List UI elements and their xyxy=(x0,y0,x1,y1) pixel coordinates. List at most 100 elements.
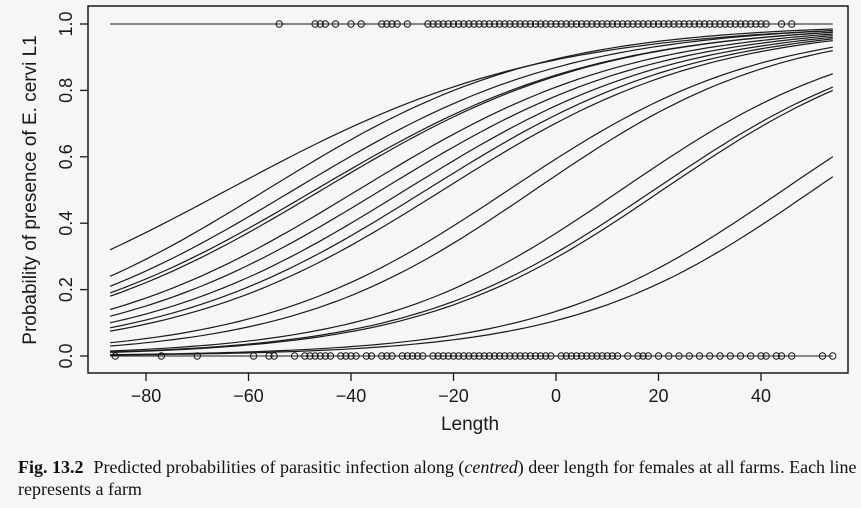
observation-present xyxy=(383,20,391,28)
observation-present xyxy=(531,20,540,28)
observation-present xyxy=(752,20,760,28)
observation-absent xyxy=(757,352,765,360)
farm-curve xyxy=(109,38,833,329)
figure-caption: Fig. 13.2 Predicted probabilities of para… xyxy=(18,456,858,500)
observation-absent xyxy=(654,352,663,360)
x-tick-label: −40 xyxy=(336,386,367,406)
farm-curve xyxy=(110,73,833,352)
observation-absent xyxy=(362,352,371,360)
y-tick-label: 0.2 xyxy=(56,277,76,302)
observation-present xyxy=(624,20,632,28)
observation-present xyxy=(577,20,586,28)
observation-absent xyxy=(408,352,417,360)
observation-present xyxy=(311,20,319,28)
observation-absent xyxy=(388,352,396,360)
y-tick-label: 0.8 xyxy=(56,78,76,103)
farm-curve xyxy=(110,156,834,356)
observation-present xyxy=(439,20,447,28)
farm-curve xyxy=(109,28,833,277)
observation-present xyxy=(470,20,478,28)
observation-absent xyxy=(542,352,550,360)
observation-absent xyxy=(470,352,478,360)
observation-absent xyxy=(613,352,622,360)
observation-present xyxy=(403,20,412,28)
observation-absent xyxy=(521,352,529,360)
observation-present xyxy=(429,20,437,28)
observation-present xyxy=(598,20,606,28)
observation-absent xyxy=(526,352,535,360)
observation-absent xyxy=(695,352,704,360)
farm-curve xyxy=(109,33,833,311)
observation-present xyxy=(649,20,658,28)
observation-present xyxy=(700,20,709,28)
caption-text-before: Predicted probabilities of parasitic inf… xyxy=(93,457,465,477)
farm-curve xyxy=(109,36,833,324)
observation-absent xyxy=(480,352,488,360)
observation-absent xyxy=(301,352,309,360)
observation-absent xyxy=(562,352,570,360)
x-tick-label: 20 xyxy=(648,386,668,406)
observation-present xyxy=(393,20,401,28)
observation-present xyxy=(588,20,596,28)
observation-present xyxy=(747,20,755,28)
observation-absent xyxy=(501,352,509,360)
observation-absent xyxy=(193,352,201,360)
observation-absent xyxy=(685,352,693,360)
observation-absent xyxy=(460,352,468,360)
observation-present xyxy=(736,20,745,28)
observation-absent xyxy=(777,352,786,360)
observation-present xyxy=(690,20,699,28)
y-tick-label: 0.6 xyxy=(56,144,76,169)
plot-frame xyxy=(87,5,849,374)
observation-present xyxy=(721,20,729,28)
x-tick-label: 40 xyxy=(751,386,771,406)
y-tick-label: 0.4 xyxy=(56,211,76,236)
observation-present xyxy=(741,20,750,28)
observation-present xyxy=(603,20,611,28)
observation-absent xyxy=(316,352,324,360)
chart: 0.0 0.2 0.4 0.6 0.8 1.0 −80 −60 −40 −20 0 20 40 Len… xyxy=(20,5,849,435)
figure-number: Fig. 13.2 xyxy=(18,457,84,477)
observation-absent xyxy=(736,352,745,360)
observation-present xyxy=(583,20,591,28)
observation-present xyxy=(516,20,524,28)
observation-present xyxy=(547,20,555,28)
observation-present xyxy=(639,20,647,28)
observation-present xyxy=(331,20,340,28)
observation-present xyxy=(501,20,509,28)
observation-absent xyxy=(726,352,734,360)
observation-present xyxy=(634,20,642,28)
observation-absent xyxy=(675,352,683,360)
x-axis-label: Length xyxy=(441,414,499,435)
x-tick-label: 0 xyxy=(551,386,561,406)
observation-present xyxy=(762,20,770,28)
observation-present xyxy=(557,20,565,28)
observation-present xyxy=(695,20,704,28)
observation-absent xyxy=(290,352,299,360)
observation-absent xyxy=(588,352,596,360)
observation-present xyxy=(608,20,617,28)
y-tick-label: 0.0 xyxy=(56,343,76,368)
observation-absent xyxy=(557,352,565,360)
observation-absent xyxy=(378,352,386,360)
observation-present xyxy=(357,20,365,28)
observation-present xyxy=(665,20,673,28)
observation-present xyxy=(654,20,663,28)
observation-absent xyxy=(593,352,601,360)
y-axis-label: Probability of presence of E. cervi L1 xyxy=(20,35,41,344)
observation-absent xyxy=(577,352,586,360)
observation-present xyxy=(321,20,330,28)
observation-present xyxy=(424,20,432,28)
observation-absent xyxy=(342,352,350,360)
observation-present xyxy=(618,20,627,28)
observation-absent xyxy=(608,352,617,360)
observation-absent xyxy=(516,352,524,360)
observation-present xyxy=(552,20,560,28)
observation-present xyxy=(521,20,529,28)
observation-present xyxy=(378,20,386,28)
observation-absent xyxy=(634,352,642,360)
observation-absent xyxy=(337,352,345,360)
farm-curve xyxy=(110,176,834,356)
observation-present xyxy=(316,20,324,28)
observation-present xyxy=(777,20,786,28)
